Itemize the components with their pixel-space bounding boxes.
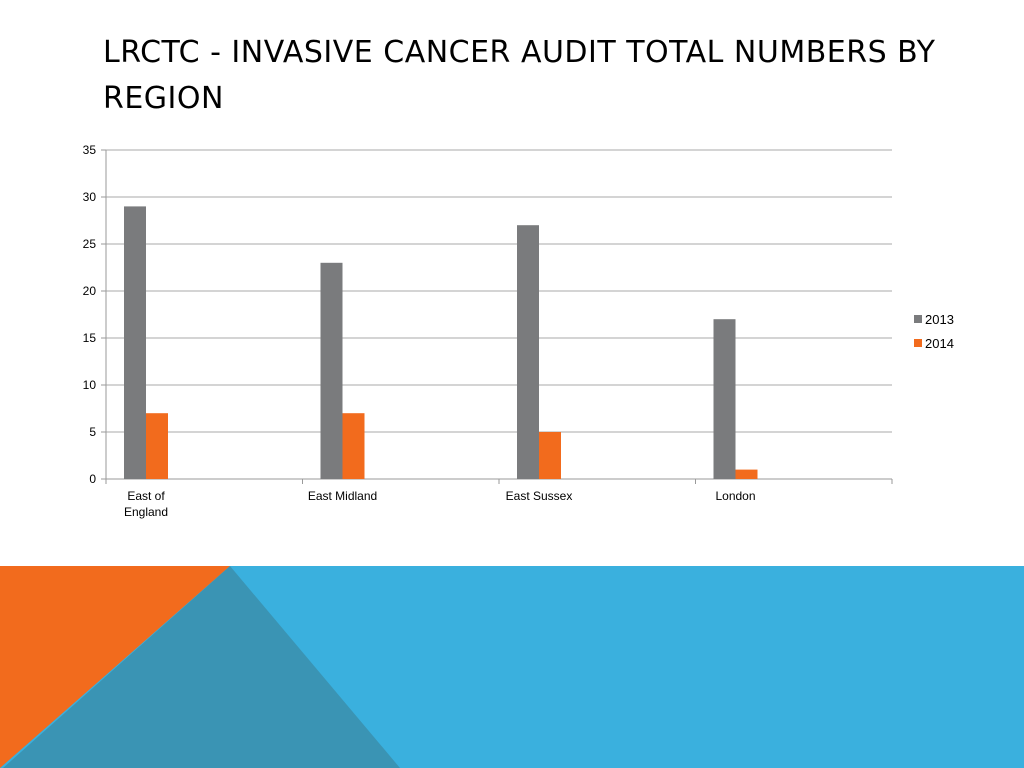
decor-orange-triangle (0, 566, 230, 768)
bar-2014 (539, 432, 561, 479)
x-tick-label: East Midland (308, 489, 377, 503)
legend-swatch-2014 (914, 339, 922, 347)
legend-label-2014: 2014 (925, 336, 954, 351)
x-tick-label: England (124, 505, 168, 519)
decor-dark-blue-triangle (3, 566, 400, 768)
bar-2014 (735, 469, 758, 479)
y-tick-label: 25 (83, 237, 97, 251)
x-tick-label: East of (127, 489, 165, 503)
bar-2014 (342, 413, 365, 479)
x-tick-label: East Sussex (506, 489, 573, 503)
bar-2013 (517, 225, 539, 479)
bar-2013 (713, 319, 736, 479)
x-tick-label: London (715, 489, 755, 503)
legend-swatch-2013 (914, 315, 922, 323)
y-tick-label: 30 (83, 190, 97, 204)
y-tick-label: 20 (83, 284, 97, 298)
bar-2013 (124, 206, 146, 479)
bar-2014 (146, 413, 168, 479)
y-tick-label: 15 (83, 331, 97, 345)
bar-chart: 0 5 10 15 20 25 30 35 East of England East Midland… (83, 143, 954, 519)
y-tick-label: 35 (83, 143, 97, 157)
bar-2013 (320, 262, 343, 479)
slide-title: LRCTC - INVASIVE CANCER AUDIT TOTAL NUMB… (103, 35, 936, 116)
y-tick-label: 0 (89, 472, 96, 486)
y-tick-label: 5 (89, 425, 96, 439)
legend-label-2013: 2013 (925, 312, 954, 327)
y-tick-label: 10 (83, 378, 97, 392)
